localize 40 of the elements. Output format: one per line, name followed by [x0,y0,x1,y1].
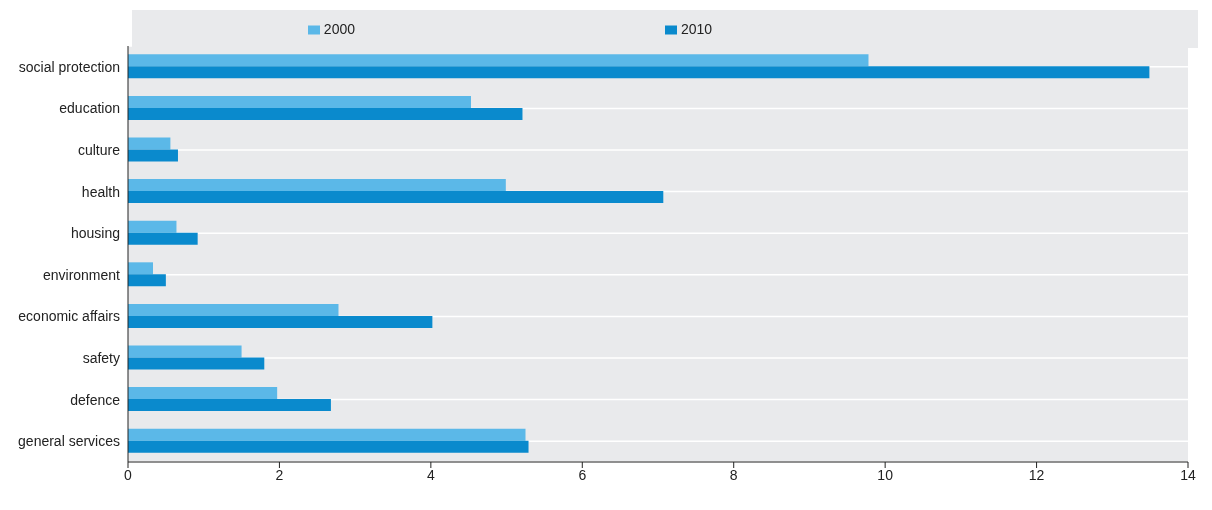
bar [128,303,339,316]
x-tick-label: 2 [275,466,284,483]
bar [128,54,869,67]
x-tick-label: 14 [1180,466,1196,483]
bar [128,220,177,233]
y-tick-label: housing [70,225,120,242]
bar [128,137,171,150]
bar [128,149,178,162]
x-tick-label: 6 [578,466,587,483]
y-tick-label: safety [82,349,120,366]
bar [128,345,242,358]
y-tick-label: education [59,100,120,117]
y-tick-label: economic affairs [18,308,120,325]
bar [128,387,278,400]
bar [128,95,471,108]
x-tick-label: 0 [124,466,133,483]
bar [128,107,523,120]
bar [128,232,198,245]
y-tick-label: health [81,183,120,200]
bar [128,315,433,328]
bar [128,440,529,453]
y-tick-label: general services [18,433,120,450]
x-tick-label: 8 [729,466,738,483]
bar [128,428,526,441]
y-tick-label: culture [77,141,121,158]
y-tick-label: social protection [18,58,120,75]
bar [128,274,166,287]
bar [128,262,153,275]
y-tick-label: environment [42,266,121,283]
bar [128,399,331,412]
y-tick-label: defence [70,391,121,408]
x-tick-label: 10 [877,466,894,483]
bar [128,179,506,192]
legend-label: 2000 [323,21,355,37]
bar [128,357,265,370]
legend-label: 2010 [681,21,713,37]
bar [128,66,1150,79]
x-tick-label: 12 [1028,466,1045,483]
bar [128,191,664,204]
x-tick-label: 4 [426,466,435,483]
